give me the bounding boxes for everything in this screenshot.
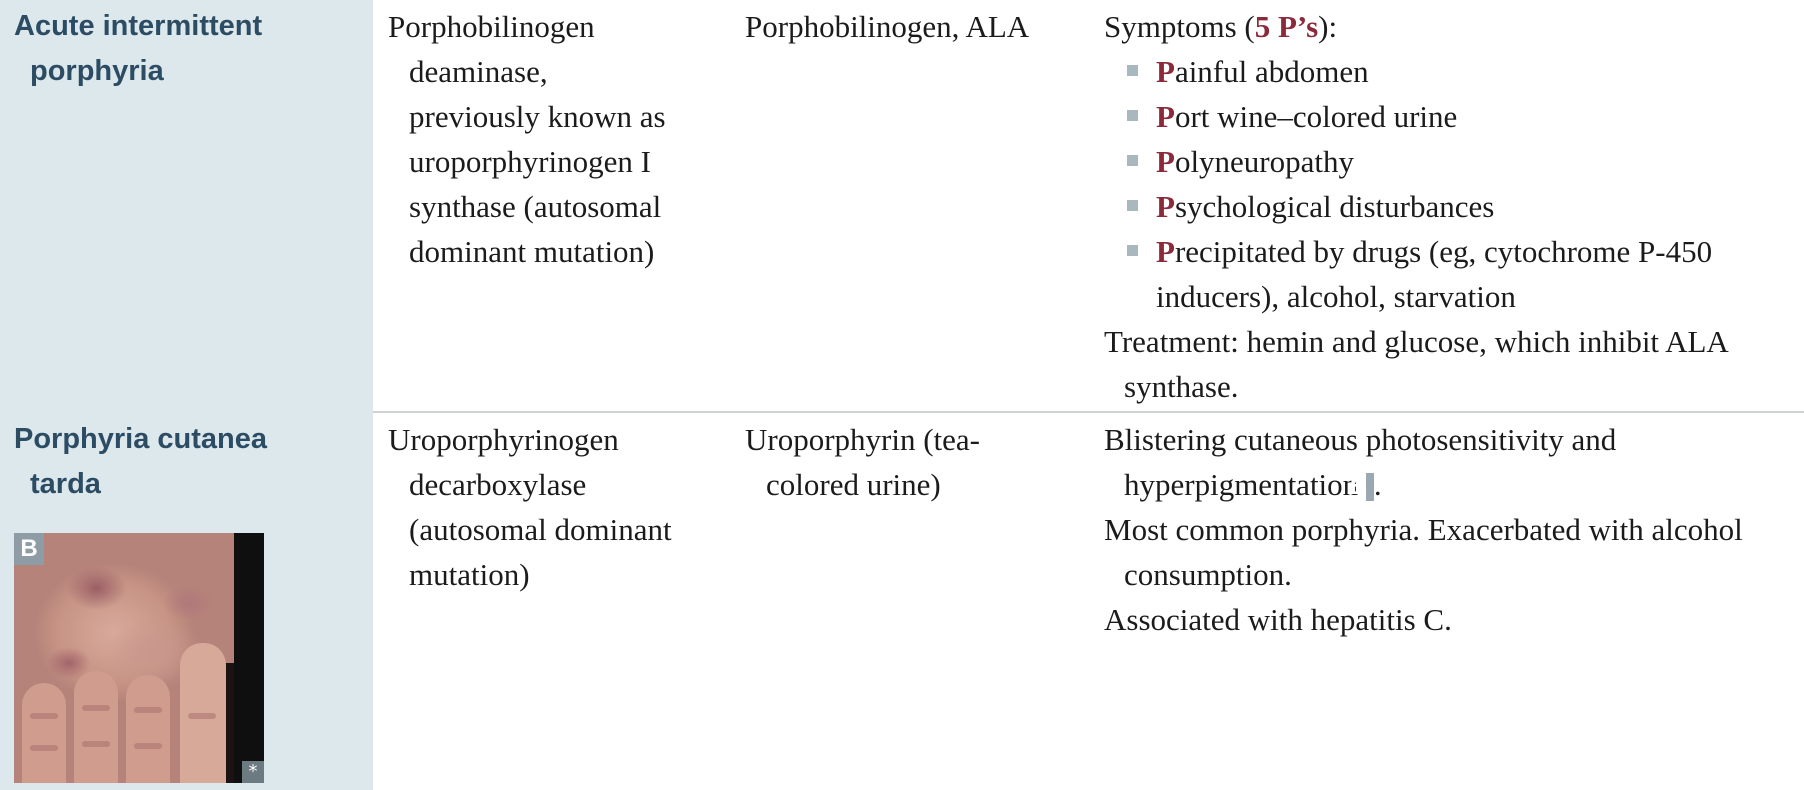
bullet-square-icon: [1127, 155, 1138, 166]
bullet-square-icon: [1127, 200, 1138, 211]
accumulated-substrate: Uroporphyrin (tea- colored urine): [745, 422, 980, 502]
list-item: Port wine–colored urine: [1104, 94, 1794, 139]
accumulated-substrate: Porphobilinogen, ALA: [745, 9, 1030, 44]
affected-enzyme-cell: Porphobilinogen deaminase, previously kn…: [388, 0, 733, 274]
figure-label: B: [14, 533, 44, 565]
table-row-acute-intermittent-porphyria: Acute intermittent porphyria Porphobilin…: [14, 0, 1794, 409]
presentation-line: Associated with hepatitis C.: [1104, 602, 1452, 637]
affected-enzyme-cell: Uroporphyrinogen decarboxylase (autosoma…: [388, 413, 733, 597]
symptoms-heading: Symptoms (5 P’s):: [1104, 9, 1338, 44]
presentation-line: Most common porphyria. Exacerbated with …: [1104, 512, 1743, 592]
bullet-square-icon: [1127, 65, 1138, 76]
symptom-list: Painful abdomen Port wine–colored urine …: [1104, 49, 1794, 319]
bullet-square-icon: [1127, 110, 1138, 121]
accumulated-substrate-cell: Porphobilinogen, ALA: [745, 0, 1095, 49]
disease-name: Porphyria cutanea tarda: [14, 423, 268, 500]
list-item: Painful abdomen: [1104, 49, 1794, 94]
disease-name: Acute intermittent porphyria: [14, 10, 263, 87]
accumulated-substrate-cell: Uroporphyrin (tea- colored urine): [745, 413, 1095, 507]
presentation-line: Blistering cutaneous photosensitivity an…: [1104, 422, 1617, 502]
list-item: Precipitated by drugs (eg, cytochrome P-…: [1104, 229, 1794, 319]
photo-finger: [22, 683, 66, 783]
table-row-porphyria-cutanea-tarda: Porphyria cutanea tarda B * Uroporphyrin…: [0, 413, 1804, 790]
figure-ref-badge: B: [1350, 473, 1374, 501]
bullet-square-icon: [1127, 245, 1138, 256]
list-item: Psychological disturbances: [1104, 184, 1794, 229]
list-item: Polyneuropathy: [1104, 139, 1794, 184]
presentation-cell: Symptoms (5 P’s): Painful abdomen Port w…: [1104, 0, 1794, 409]
image-credit-icon: *: [242, 761, 264, 783]
photo-finger: [126, 675, 170, 783]
disease-name-cell: Porphyria cutanea tarda: [14, 413, 364, 507]
photo-thumb: [180, 643, 226, 783]
treatment-text: Treatment: hemin and glucose, which inhi…: [1104, 324, 1728, 404]
row-divider: [373, 411, 1804, 413]
photo-finger: [74, 671, 118, 783]
photo-background: [234, 533, 264, 783]
disease-name-cell: Acute intermittent porphyria: [14, 0, 364, 94]
presentation-cell: Blistering cutaneous photosensitivity an…: [1104, 413, 1794, 642]
affected-enzyme: Porphobilinogen deaminase, previously kn…: [388, 9, 666, 269]
clinical-photo-hand: B *: [14, 533, 264, 783]
affected-enzyme: Uroporphyrinogen decarboxylase (autosoma…: [388, 422, 672, 592]
